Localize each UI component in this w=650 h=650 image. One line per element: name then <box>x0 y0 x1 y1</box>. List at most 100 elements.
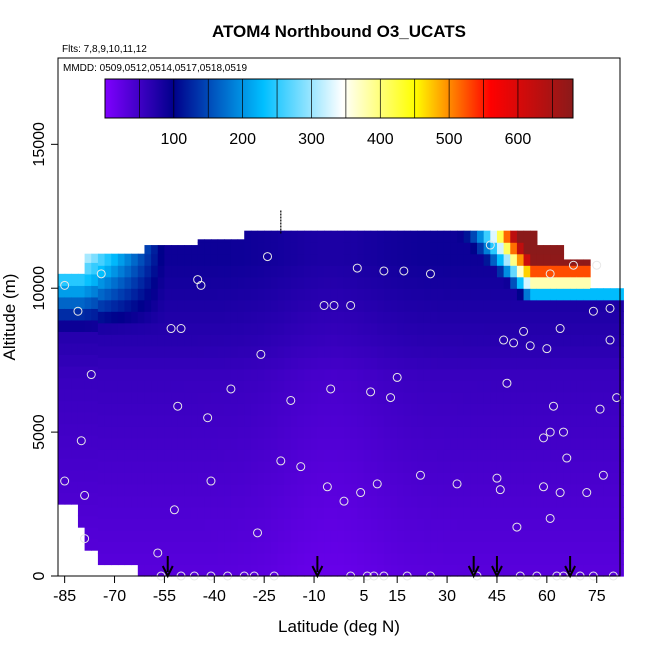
heat-cell <box>443 380 451 393</box>
heat-cell <box>450 506 458 520</box>
heat-cell <box>304 265 312 278</box>
heat-cell <box>77 423 86 436</box>
heat-cell <box>337 449 345 462</box>
heat-cell <box>390 472 398 485</box>
heat-cell <box>530 322 538 335</box>
heat-cell <box>117 506 126 520</box>
heat-cell <box>457 288 465 301</box>
heat-cell <box>58 285 66 298</box>
heat-cell <box>297 518 305 531</box>
heat-cell <box>530 460 538 473</box>
heat-cell <box>470 426 478 439</box>
heat-cell <box>457 276 465 289</box>
heat-cell <box>377 391 385 404</box>
heat-cell <box>58 411 66 425</box>
heat-cell <box>550 299 558 312</box>
heat-cell <box>350 242 358 255</box>
heat-cell <box>210 552 219 566</box>
heat-cell <box>197 253 205 266</box>
heat-cell <box>363 460 372 473</box>
heat-cell <box>277 288 285 301</box>
heat-cell <box>437 541 445 554</box>
heat-cell <box>357 506 365 520</box>
heat-cell <box>503 368 511 381</box>
heat-cell <box>204 311 212 324</box>
heat-cell <box>317 506 325 520</box>
heat-cell <box>290 483 299 497</box>
heat-cell <box>304 426 312 439</box>
heat-cell <box>310 414 318 427</box>
heat-cell <box>397 345 405 358</box>
heat-cell <box>304 357 312 370</box>
sample-point <box>372 479 382 489</box>
heat-cell <box>91 319 99 332</box>
heat-cell <box>304 345 312 358</box>
heat-cell <box>171 541 179 554</box>
heat-cell <box>357 253 365 266</box>
heat-cell <box>191 552 199 566</box>
heat-cell <box>324 357 332 370</box>
heat-cell <box>377 449 385 462</box>
heat-cell <box>437 357 445 370</box>
heat-cell <box>363 265 372 278</box>
heat-cell <box>570 311 578 324</box>
heat-cell <box>184 299 192 312</box>
heat-cell <box>270 322 279 335</box>
heat-cell <box>610 518 618 531</box>
sample-point <box>545 513 555 523</box>
heat-cell <box>284 242 292 255</box>
heat-cell <box>304 380 312 393</box>
heat-cell <box>197 495 205 508</box>
heat-cell <box>337 299 345 312</box>
heat-cell <box>437 403 445 416</box>
heat-cell <box>237 288 245 301</box>
heat-cell <box>570 483 578 497</box>
heat-cell <box>490 276 498 289</box>
heat-cell <box>330 334 338 347</box>
heat-cell <box>264 552 272 566</box>
heat-cell <box>171 253 179 266</box>
heat-cell <box>77 354 86 367</box>
heat-cell <box>590 334 598 347</box>
heat-cell <box>177 552 185 566</box>
heat-cell <box>210 253 219 266</box>
heat-cell <box>403 311 412 324</box>
heat-cell <box>111 380 119 393</box>
heat-cell <box>97 299 106 312</box>
heat-cell <box>530 449 538 462</box>
heat-cell <box>210 357 219 370</box>
heat-cell <box>503 483 511 497</box>
heat-cell <box>210 311 219 324</box>
heat-cell <box>397 276 405 289</box>
heat-cell <box>164 368 172 381</box>
heat-cell <box>363 322 372 335</box>
heat-cell <box>224 299 232 312</box>
heat-cell <box>417 276 425 289</box>
heat-cell <box>576 414 585 427</box>
heat-cell <box>496 368 505 381</box>
heat-cell <box>144 552 152 566</box>
heat-cell <box>443 529 451 543</box>
heat-cell <box>91 515 99 528</box>
heat-cell <box>583 518 591 531</box>
heat-cell <box>97 506 106 520</box>
heat-cell <box>550 506 558 520</box>
heat-cell <box>477 529 485 543</box>
heat-cell <box>610 552 618 566</box>
sample-point <box>319 300 329 310</box>
heat-cell <box>217 426 225 439</box>
heat-cell <box>516 506 525 520</box>
heat-cell <box>350 368 358 381</box>
heat-cell <box>124 345 132 358</box>
heat-cell <box>477 414 485 427</box>
heat-cell <box>230 414 239 427</box>
heat-cell <box>191 414 199 427</box>
heat-cell <box>363 299 372 312</box>
heat-cell <box>483 345 491 358</box>
heat-cell <box>590 380 598 393</box>
heat-cell <box>550 345 558 358</box>
sample-point <box>296 462 306 472</box>
heat-cell <box>84 411 92 425</box>
heat-cell <box>317 541 325 554</box>
heat-cell <box>244 426 252 439</box>
